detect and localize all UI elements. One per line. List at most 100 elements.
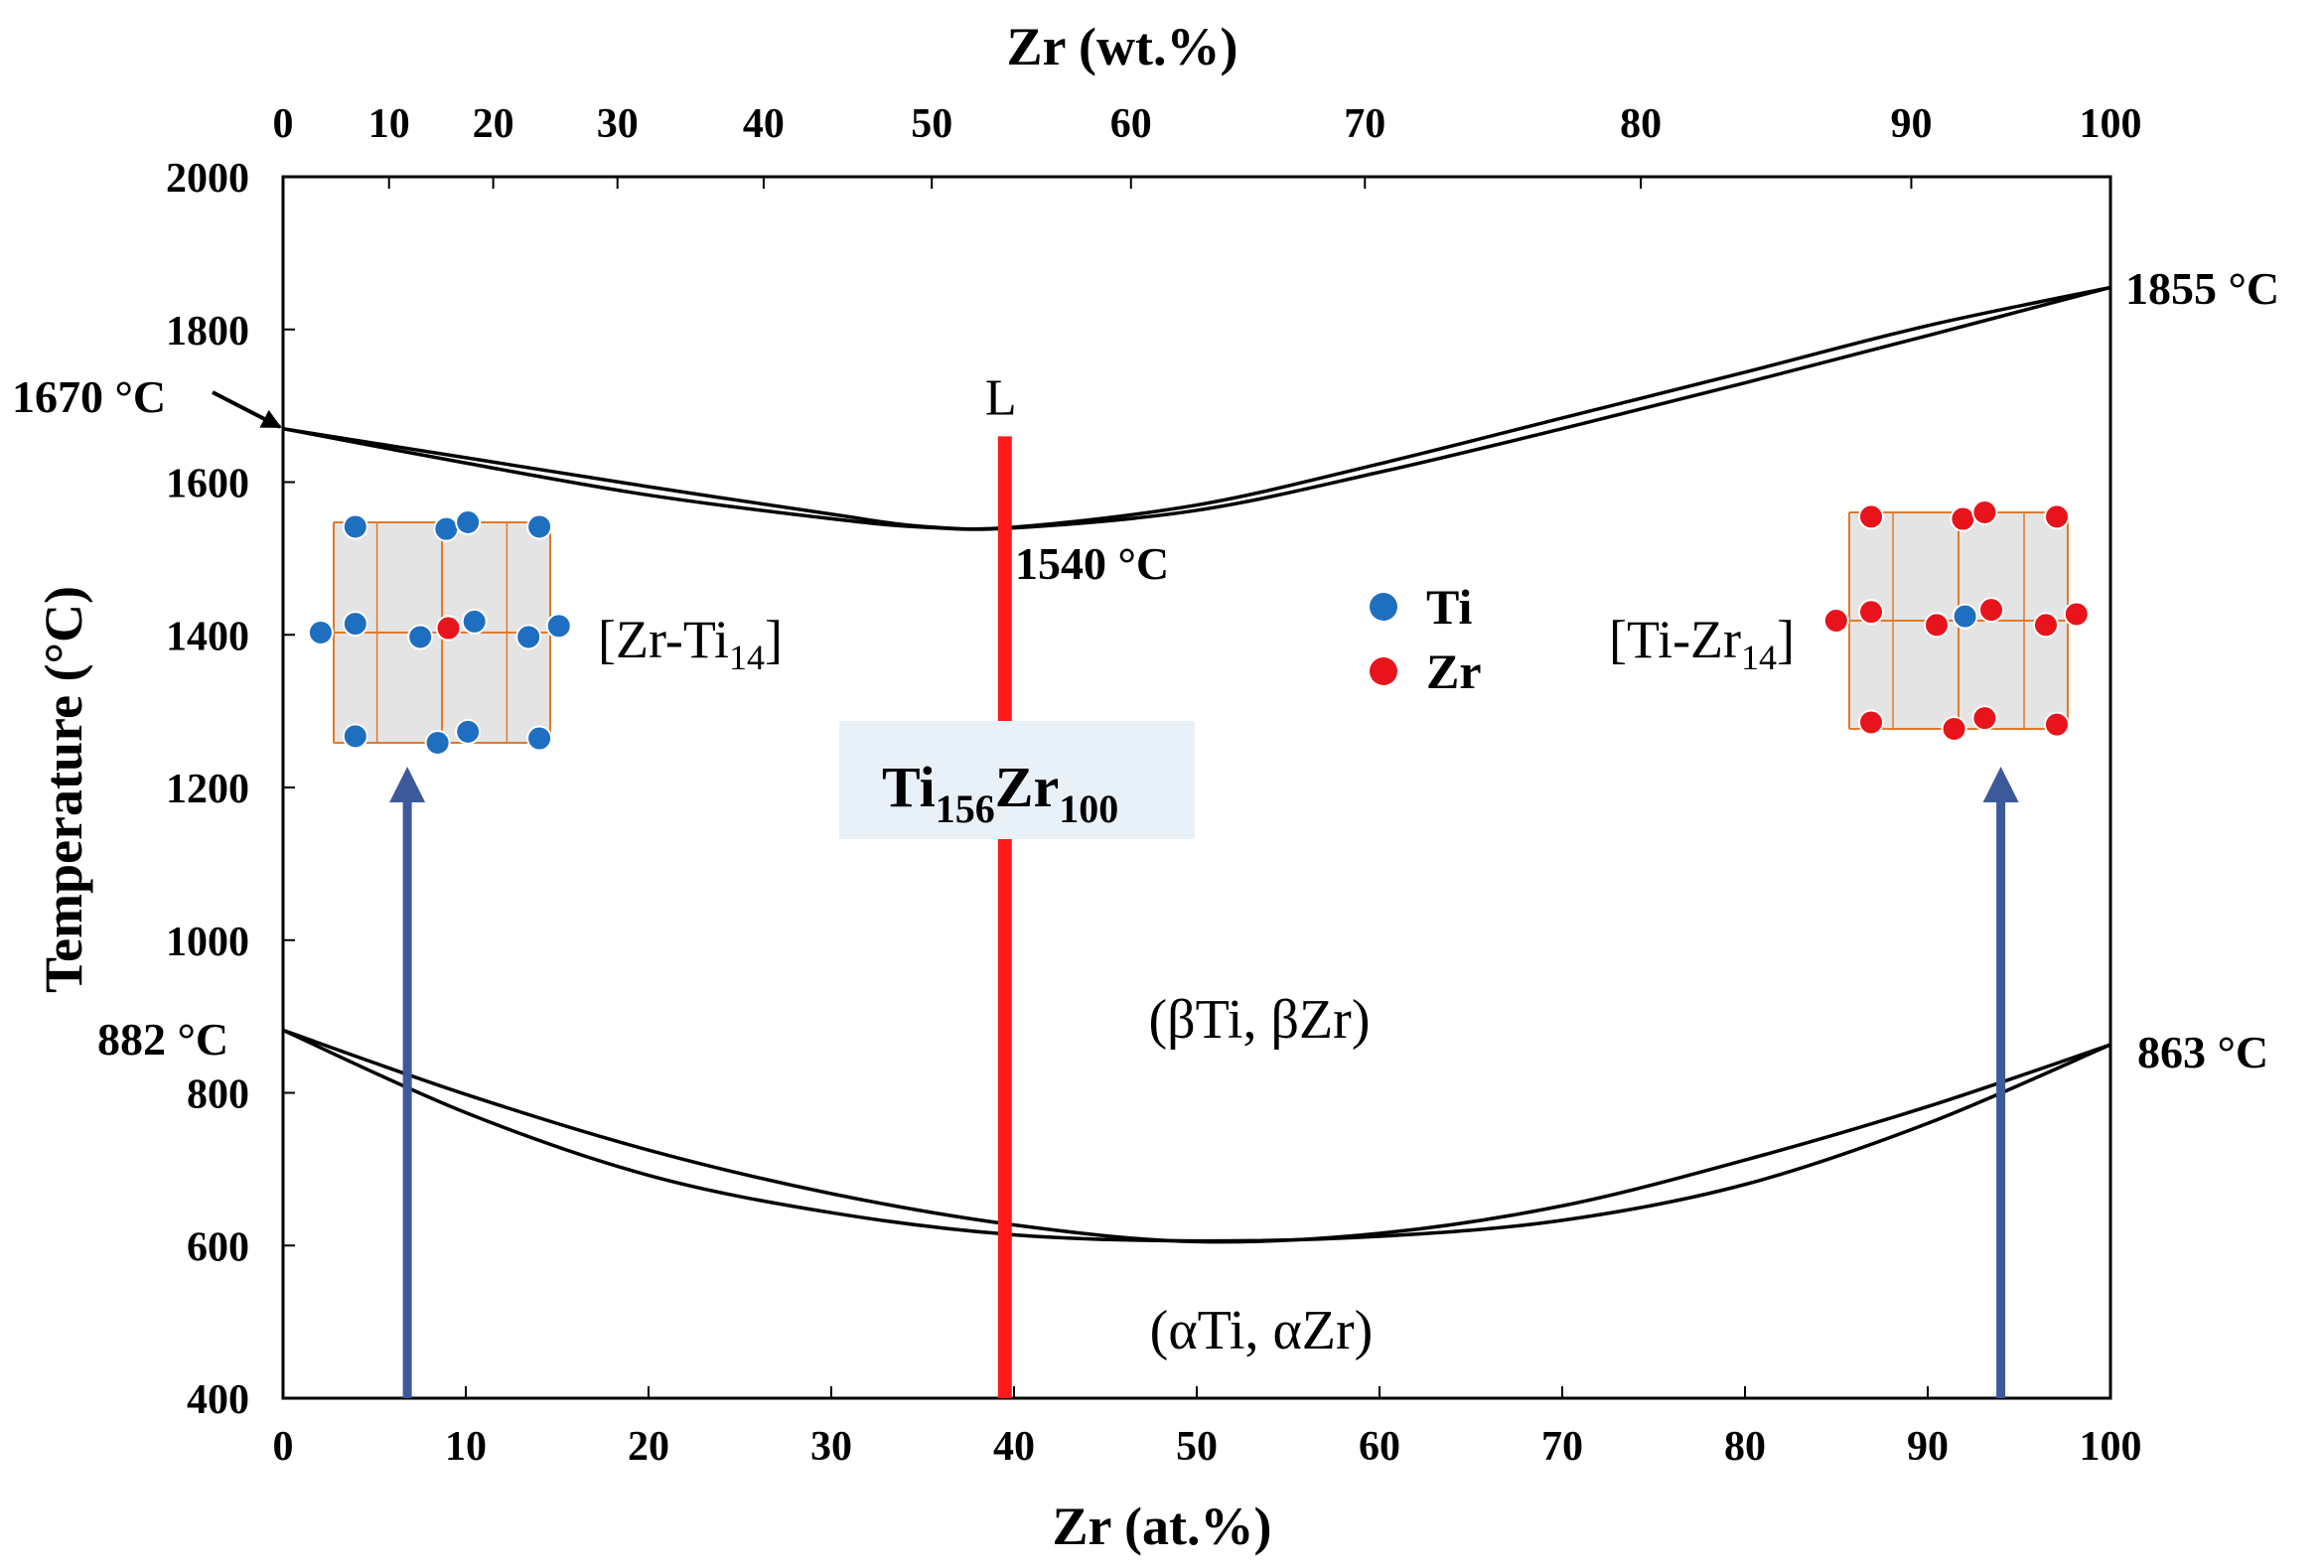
cluster-center-atom [435,615,462,641]
composition-main-2: Zr [995,755,1059,819]
cluster-atom [2044,711,2070,738]
x-tick-label: 80 [1724,1424,1766,1470]
cluster-atom [1858,709,1884,736]
cluster-label-ti-rich: [Zr-Ti14] [598,610,783,677]
y-axis-title: Temperature (°C) [34,586,93,993]
cluster-atom [1971,499,1998,525]
top-tick-label: 20 [473,101,514,147]
y-tick-label: 1400 [166,614,249,659]
top-tick-label: 70 [1344,101,1385,147]
top-axis-title: Zr (wt.%) [1007,17,1238,76]
cluster-center-atom [1952,603,1978,630]
composition-sub-2: 100 [1059,786,1118,831]
cluster-atom [342,513,368,540]
phase-boundary-curves [282,285,2111,1244]
cluster-atom [1858,503,1884,530]
cluster-label-ti-rich-main: [Zr-Ti [598,610,729,669]
y-tick-label: 600 [187,1224,249,1270]
melting-zr-label: 1855 °C [2125,263,2279,314]
cluster-atom [455,509,482,535]
x-tick-label: 20 [628,1424,669,1470]
composition-label: Ti156Zr100 [882,755,1118,831]
top-tick-label: 100 [2080,101,2142,147]
curve-alpha-beta-lower [282,1028,2111,1243]
cluster-atom [407,624,434,650]
transition-zr-label: 863 °C [2137,1027,2268,1077]
melting-ti-label: 1670 °C [12,371,166,422]
cluster-label-ti-rich-sub: 14 [729,638,765,677]
cluster-atom [342,611,368,638]
x-tick-label: 40 [993,1424,1035,1470]
x-tick-label: 100 [2080,1424,2142,1470]
legend-zr-marker [1370,657,1397,685]
cluster-atom [526,725,553,752]
alpha-phase-label: (αTi, αZr) [1150,1300,1374,1361]
y-tick-label: 800 [187,1072,249,1118]
x-tick-label: 10 [445,1424,487,1470]
cluster-atom [1858,599,1884,626]
cluster-label-zr-rich-end: ] [1777,610,1795,669]
transition-ti-label: 882 °C [97,1014,228,1065]
legend-zr-label: Zr [1426,643,1482,699]
composition-sub-1: 156 [936,786,995,831]
x-tick-label: 0 [273,1424,294,1470]
composition-label-box [839,721,1195,839]
top-axis-ticks: 0 10 20 30 40 50 60 70 80 90 100 [273,101,2142,189]
x-axis-title: Zr (at.%) [1053,1497,1272,1556]
top-tick-label: 60 [1110,101,1152,147]
y-axis-ticks: 400 600 800 1000 1200 1400 1600 1800 2000 [166,156,295,1423]
cluster-atom [1971,705,1998,732]
y-tick-label: 1000 [166,920,249,965]
cluster-atom [545,613,572,640]
x-tick-label: 70 [1541,1424,1583,1470]
top-tick-label: 80 [1620,101,1662,147]
cluster-atom [2033,612,2059,639]
x-tick-label: 30 [810,1424,852,1470]
x-tick-label: 90 [1907,1424,1949,1470]
cluster-atom [2044,503,2070,530]
cluster-label-zr-rich-main: [Ti-Zr [1609,610,1741,669]
top-tick-label: 50 [911,101,952,147]
cluster-atom [342,723,368,750]
cluster-label-zr-rich-sub: 14 [1741,638,1777,677]
cluster-atom [1950,505,1976,532]
top-tick-label: 0 [273,101,294,147]
beta-phase-label: (βTi, βZr) [1149,989,1371,1051]
ti-zr14-cluster-image [1822,499,2090,742]
cluster-label-ti-rich-end: ] [765,610,783,669]
x-tick-label: 50 [1176,1424,1218,1470]
curve-alpha-beta-upper [282,1028,2111,1244]
curve-liquidus [282,285,2111,531]
melting-ti-arrow [212,390,282,429]
legend-ti-marker [1370,593,1397,621]
y-tick-label: 1800 [166,309,249,355]
cluster-atom [455,718,482,745]
y-tick-label: 2000 [166,156,249,202]
top-tick-label: 40 [743,101,785,147]
legend-ti-label: Ti [1426,579,1472,635]
cluster-atom [526,513,553,540]
legend: Ti Zr [1370,579,1482,699]
cluster-label-zr-rich: [Ti-Zr14] [1609,610,1795,677]
cluster-atom [1822,608,1849,634]
x-axis-ticks: 0 10 20 30 40 50 60 70 80 90 100 [273,1386,2142,1470]
cluster-atom [1941,716,1967,742]
y-tick-label: 1600 [166,462,249,507]
congruent-min-label: 1540 °C [1015,538,1169,589]
curve-solidus [282,285,2111,531]
y-tick-label: 400 [187,1377,249,1423]
top-tick-label: 30 [597,101,639,147]
top-tick-label: 10 [368,101,410,147]
y-tick-label: 1200 [166,767,249,812]
cluster-atom [1924,612,1950,639]
top-tick-label: 90 [1890,101,1932,147]
cluster-atom [433,515,460,542]
cluster-atom [1978,597,2004,624]
liquid-label: L [985,369,1017,426]
x-tick-label: 60 [1359,1424,1400,1470]
cluster-atom [2063,601,2090,628]
cluster-atom [461,608,488,635]
cluster-atom [515,624,542,650]
cluster-atom [307,620,334,645]
